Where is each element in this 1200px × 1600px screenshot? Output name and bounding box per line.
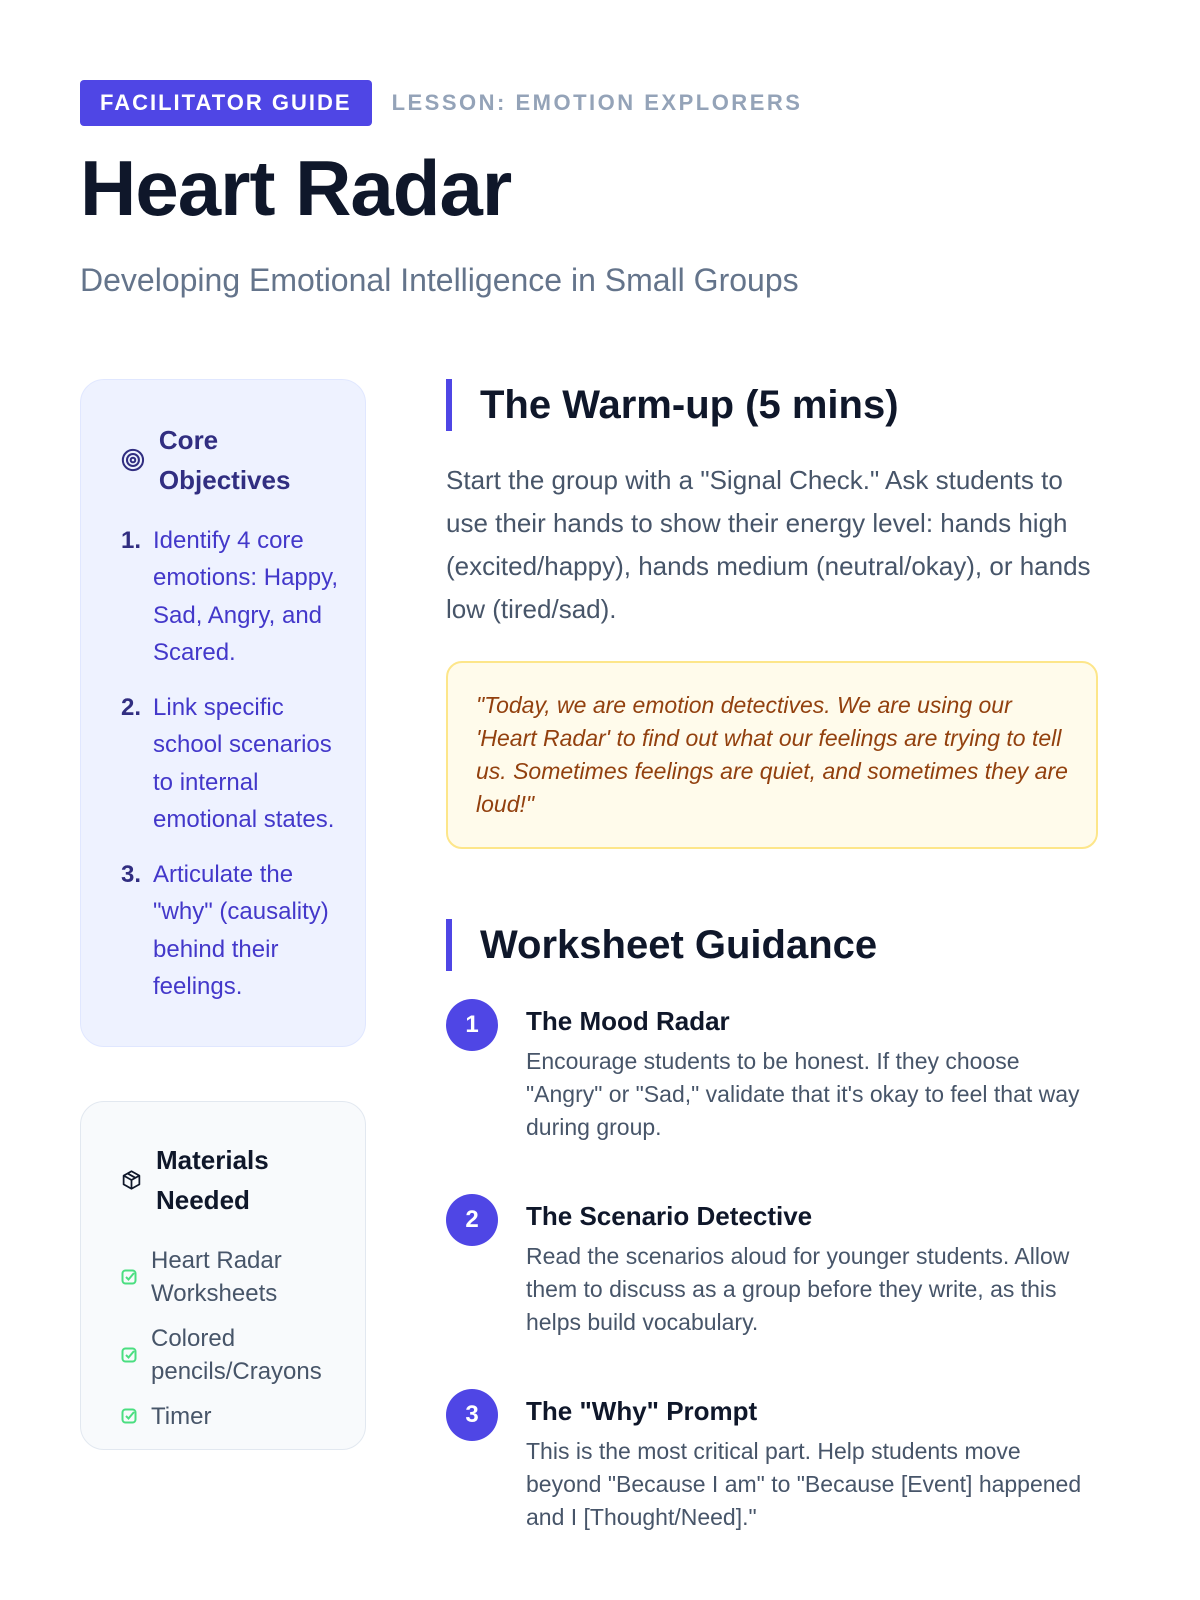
script-quote: "Today, we are emotion detectives. We ar… — [446, 660, 1098, 849]
objective-item: 3. Articulate the "why" (causality) behin… — [121, 856, 341, 1006]
material-item: Colored pencils/Crayons — [121, 1322, 343, 1388]
objective-text: Identify 4 core emotions: Happy, Sad, An… — [153, 526, 338, 667]
guidance-heading: Worksheet Guidance — [446, 918, 1098, 971]
step-title: The "Why" Prompt — [526, 1395, 758, 1426]
objective-number: 2. — [121, 693, 142, 721]
lesson-label: LESSON: EMOTION EXPLORERS — [391, 90, 803, 115]
target-icon — [121, 448, 145, 471]
package-icon — [122, 1170, 141, 1190]
step-number: 2 — [446, 1193, 498, 1246]
page-subtitle: Developing Emotional Intelligence in Sma… — [80, 261, 799, 298]
material-text: Colored pencils/Crayons — [151, 1324, 322, 1385]
warmup-heading: The Warm-up (5 mins) — [446, 378, 1098, 431]
sidebar: Core Objectives 1. Identify 4 core emotio… — [80, 378, 366, 1450]
objective-text: Link specific school scenarios to intern… — [153, 693, 335, 834]
step-text: Encourage students to be honest. If they… — [526, 1047, 1080, 1140]
material-text: Timer — [151, 1402, 212, 1430]
material-item: Timer — [121, 1400, 343, 1433]
page-title: Heart Radar — [80, 144, 512, 232]
step-number: 3 — [446, 1388, 498, 1441]
check-square-icon — [121, 1347, 137, 1363]
materials-title: Materials Needed — [155, 1144, 269, 1215]
guidance-step: 2 The Scenario Detective Read the scenario… — [446, 1193, 1098, 1339]
guidance-step: 3 The "Why" Prompt This is the most critic… — [446, 1388, 1098, 1534]
facilitator-badge: FACILITATOR GUIDE — [80, 80, 372, 126]
material-text: Heart Radar Worksheets — [151, 1246, 282, 1307]
materials-card: Materials Needed Heart Radar Worksheets … — [80, 1100, 366, 1450]
warmup-text: Start the group with a "Signal Check." A… — [446, 464, 1091, 624]
step-title: The Mood Radar — [526, 1005, 730, 1036]
step-text: This is the most critical part. Help stu… — [526, 1437, 1082, 1530]
objectives-card: Core Objectives 1. Identify 4 core emotio… — [80, 378, 366, 1047]
objective-item: 2. Link specific school scenarios to inte… — [121, 689, 341, 839]
material-item: Heart Radar Worksheets — [121, 1244, 343, 1310]
main-content: The Warm-up (5 mins) Start the group wit… — [446, 378, 1120, 1586]
objective-number: 1. — [121, 526, 142, 554]
header-meta: FACILITATOR GUIDE LESSON: EMOTION EXPLOR… — [80, 80, 1120, 126]
objective-number: 3. — [121, 860, 142, 888]
objective-item: 1. Identify 4 core emotions: Happy, Sad, … — [121, 522, 341, 672]
guidance-step: 1 The Mood Radar Encourage students to be … — [446, 998, 1098, 1144]
check-square-icon — [121, 1269, 137, 1285]
step-title: The Scenario Detective — [526, 1200, 813, 1231]
step-number: 1 — [446, 998, 498, 1051]
objectives-title: Core Objectives — [158, 424, 291, 495]
check-square-icon — [121, 1408, 137, 1424]
objective-text: Articulate the "why" (causality) behind … — [153, 860, 329, 1001]
step-text: Read the scenarios aloud for younger stu… — [526, 1242, 1070, 1335]
